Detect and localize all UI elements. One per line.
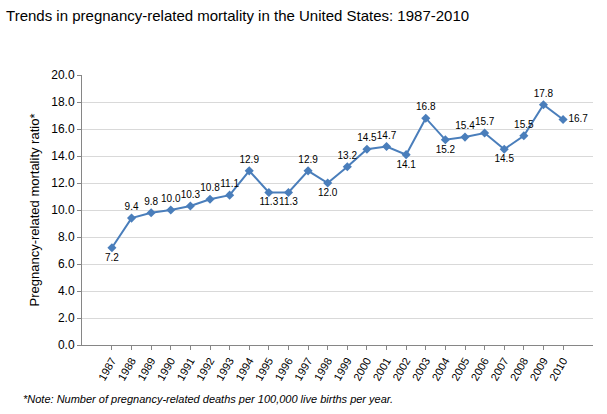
svg-text:10.0: 10.0 bbox=[51, 203, 75, 217]
svg-text:1995: 1995 bbox=[253, 355, 276, 382]
svg-text:14.1: 14.1 bbox=[396, 159, 416, 170]
svg-text:16.7: 16.7 bbox=[568, 113, 588, 124]
svg-text:1993: 1993 bbox=[213, 355, 236, 382]
svg-text:18.0: 18.0 bbox=[51, 95, 75, 109]
svg-text:10.3: 10.3 bbox=[181, 189, 201, 200]
svg-text:2002: 2002 bbox=[390, 355, 413, 382]
svg-text:12.0: 12.0 bbox=[318, 187, 338, 198]
svg-text:20.0: 20.0 bbox=[51, 68, 75, 82]
svg-text:1991: 1991 bbox=[174, 355, 197, 382]
svg-text:2.0: 2.0 bbox=[58, 311, 75, 325]
svg-text:9.4: 9.4 bbox=[125, 201, 139, 212]
svg-text:14.0: 14.0 bbox=[51, 149, 75, 163]
svg-text:*Note: Number of pregnancy-rel: *Note: Number of pregnancy-related death… bbox=[23, 393, 393, 405]
svg-text:2005: 2005 bbox=[449, 355, 472, 382]
svg-text:13.2: 13.2 bbox=[338, 150, 358, 161]
svg-text:10.8: 10.8 bbox=[200, 182, 220, 193]
svg-text:15.7: 15.7 bbox=[475, 116, 495, 127]
svg-text:Trends in pregnancy-related mo: Trends in pregnancy-related mortality in… bbox=[6, 7, 469, 24]
svg-text:11.3: 11.3 bbox=[279, 196, 298, 207]
svg-text:6.0: 6.0 bbox=[58, 257, 75, 271]
svg-text:15.2: 15.2 bbox=[436, 144, 456, 155]
svg-text:12.9: 12.9 bbox=[239, 154, 259, 165]
svg-text:8.0: 8.0 bbox=[58, 230, 75, 244]
svg-text:1987: 1987 bbox=[96, 355, 119, 382]
svg-text:15.4: 15.4 bbox=[455, 120, 475, 131]
svg-text:1990: 1990 bbox=[155, 355, 178, 382]
svg-text:1989: 1989 bbox=[135, 355, 158, 382]
svg-text:16.8: 16.8 bbox=[416, 101, 436, 112]
svg-text:16.0: 16.0 bbox=[51, 122, 75, 136]
svg-text:1997: 1997 bbox=[292, 355, 315, 382]
svg-text:0.0: 0.0 bbox=[58, 338, 75, 352]
svg-text:17.8: 17.8 bbox=[534, 88, 554, 99]
svg-text:14.7: 14.7 bbox=[377, 130, 397, 141]
svg-text:10.0: 10.0 bbox=[161, 193, 181, 204]
svg-text:9.8: 9.8 bbox=[144, 196, 158, 207]
svg-text:Pregnancy-related mortality ra: Pregnancy-related mortality ratio* bbox=[27, 114, 42, 307]
svg-text:2009: 2009 bbox=[527, 355, 550, 382]
svg-text:2010: 2010 bbox=[547, 355, 570, 382]
svg-text:2008: 2008 bbox=[508, 355, 531, 382]
svg-text:2006: 2006 bbox=[468, 355, 491, 382]
svg-text:1992: 1992 bbox=[194, 355, 217, 382]
svg-text:1998: 1998 bbox=[312, 355, 335, 382]
svg-text:4.0: 4.0 bbox=[58, 284, 75, 298]
svg-text:2004: 2004 bbox=[429, 355, 452, 382]
svg-text:12.9: 12.9 bbox=[298, 154, 318, 165]
svg-text:2000: 2000 bbox=[351, 355, 374, 382]
svg-text:14.5: 14.5 bbox=[357, 132, 377, 143]
svg-text:11.1: 11.1 bbox=[220, 178, 239, 189]
svg-text:7.2: 7.2 bbox=[105, 252, 119, 263]
svg-text:1999: 1999 bbox=[331, 355, 354, 382]
svg-text:15.5: 15.5 bbox=[514, 119, 534, 130]
svg-text:1994: 1994 bbox=[233, 355, 256, 382]
svg-text:2007: 2007 bbox=[488, 355, 511, 382]
svg-text:1988: 1988 bbox=[115, 355, 138, 382]
svg-text:12.0: 12.0 bbox=[51, 176, 75, 190]
svg-text:2001: 2001 bbox=[370, 355, 393, 382]
svg-text:11.3: 11.3 bbox=[259, 196, 278, 207]
svg-text:14.5: 14.5 bbox=[494, 153, 514, 164]
svg-text:2003: 2003 bbox=[410, 355, 433, 382]
svg-text:1996: 1996 bbox=[272, 355, 295, 382]
